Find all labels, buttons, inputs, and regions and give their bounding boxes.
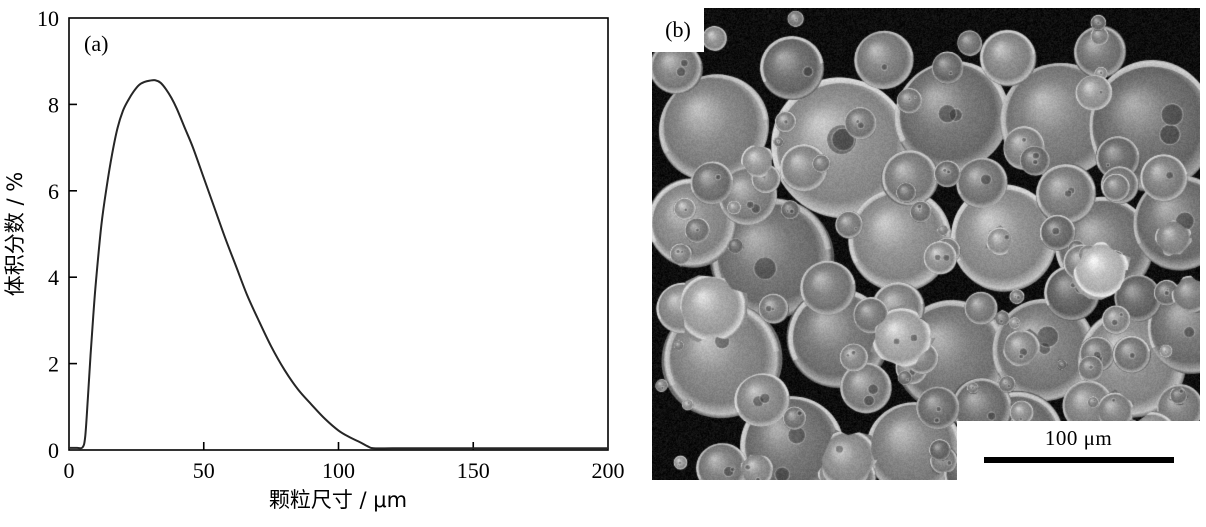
size-distribution-chart: 0 50 100 150 200 0 2 4 6 8 10 (a) 颗粒尺寸 / μm 体积分数 …: [3, 6, 625, 512]
scale-bar: 100 μm: [957, 421, 1200, 480]
scale-bar-label: 100 μm: [1044, 426, 1113, 450]
y-tick-label: 8: [48, 92, 59, 117]
y-tick-label: 10: [37, 6, 59, 31]
x-axis-tick-labels: 0 50 100 150 200: [64, 458, 625, 483]
y-axis-title: 体积分数 / %: [3, 172, 27, 296]
x-axis-title: 颗粒尺寸 / μm: [269, 488, 407, 512]
y-tick-label: 0: [48, 438, 59, 463]
panel-a-size-distribution: 0 50 100 150 200 0 2 4 6 8 10 (a) 颗粒尺寸 / μm 体积分数 …: [3, 6, 625, 512]
y-tick-label: 4: [48, 265, 59, 290]
y-axis-tick-labels: 0 2 4 6 8 10: [37, 6, 59, 463]
y-tick-label: 6: [48, 179, 59, 204]
distribution-curve: [68, 79, 609, 450]
scale-bar-line: [983, 457, 1174, 463]
y-axis-ticks: [69, 103, 77, 365]
x-tick-label: 50: [193, 458, 215, 483]
x-tick-label: 200: [592, 458, 625, 483]
x-tick-label: 100: [322, 458, 355, 483]
x-tick-label: 0: [64, 458, 75, 483]
panel-b-tag: (b): [652, 8, 704, 52]
panel-a-tag: (a): [84, 31, 108, 56]
plot-frame: [68, 17, 609, 451]
panel-b-sem-micrograph: (b) 100 μm: [652, 8, 1200, 480]
x-tick-label: 150: [457, 458, 490, 483]
sem-image: [652, 8, 1200, 480]
y-tick-label: 2: [48, 352, 59, 377]
